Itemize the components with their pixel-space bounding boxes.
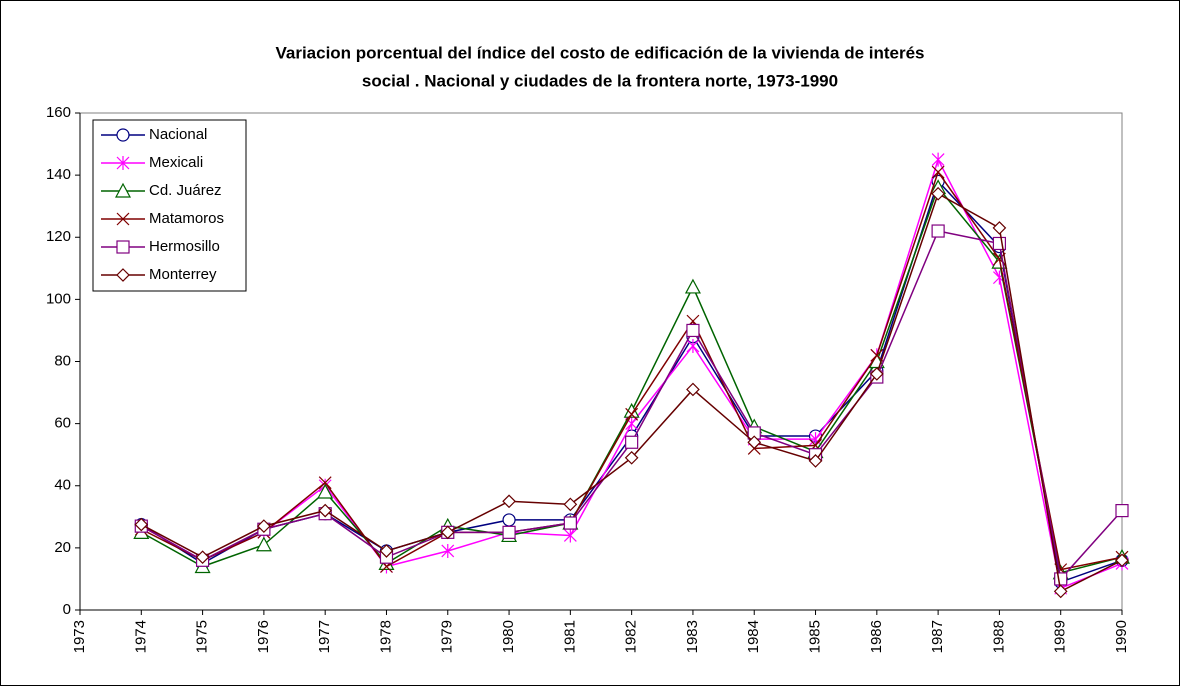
- legend-marker: [116, 128, 130, 142]
- y-tick-label: 60: [54, 415, 71, 432]
- data-point: [625, 435, 639, 449]
- y-tick-label: 100: [46, 290, 71, 307]
- x-tick-label: 1987: [929, 620, 946, 653]
- data-point: [686, 382, 700, 397]
- data-point: [502, 513, 516, 527]
- data-point: [1115, 504, 1129, 518]
- x-tick-label: 1978: [377, 620, 394, 653]
- x-tick-label: 1976: [255, 620, 272, 653]
- data-point: [686, 323, 700, 338]
- data-point: [1053, 584, 1068, 599]
- data-point: [379, 544, 394, 558]
- data-point: [992, 221, 1007, 235]
- data-point: [625, 407, 639, 421]
- y-tick-label: 40: [54, 477, 71, 494]
- legend-box: [92, 119, 247, 292]
- x-tick-label: 1975: [194, 620, 211, 653]
- x-tick-label: 1979: [439, 620, 456, 653]
- data-point: [318, 503, 333, 518]
- x-tick-label: 1980: [500, 620, 517, 653]
- data-point: [318, 476, 332, 490]
- legend-label: Nacional: [149, 126, 207, 143]
- data-point: [624, 450, 639, 465]
- data-point: [255, 536, 272, 552]
- y-tick-label: 140: [46, 166, 71, 183]
- data-point: [931, 152, 945, 167]
- legend-marker: [116, 240, 130, 254]
- chart-title: social . Nacional y ciudades de la front…: [362, 71, 838, 90]
- data-point: [992, 236, 1007, 251]
- x-tick-label: 1990: [1113, 620, 1130, 653]
- data-point: [808, 454, 823, 468]
- data-point: [684, 278, 701, 294]
- y-tick-label: 0: [63, 601, 71, 618]
- y-tick-label: 80: [54, 352, 71, 369]
- data-point: [317, 483, 334, 499]
- legend-label: Matamoros: [149, 210, 224, 227]
- x-tick-label: 1989: [1052, 620, 1069, 653]
- data-point: [686, 338, 700, 353]
- x-tick-label: 1974: [132, 620, 149, 653]
- x-tick-label: 1982: [623, 620, 640, 653]
- data-point: [870, 348, 884, 362]
- legend-label: Mexicali: [149, 154, 203, 171]
- data-point: [502, 494, 516, 509]
- x-tick-label: 1986: [868, 620, 885, 653]
- data-point: [1115, 553, 1129, 568]
- data-point: [563, 497, 578, 512]
- legend-marker: [116, 156, 130, 170]
- data-point: [563, 528, 577, 543]
- data-point: [869, 367, 884, 381]
- data-point: [931, 224, 945, 238]
- data-point: [257, 519, 271, 533]
- data-point: [931, 186, 945, 201]
- legend-marker: [116, 268, 130, 282]
- x-tick-label: 1981: [561, 620, 578, 653]
- legend-label: Monterrey: [149, 266, 217, 283]
- data-point: [195, 550, 210, 565]
- x-tick-label: 1985: [806, 620, 823, 653]
- y-tick-label: 20: [54, 539, 71, 556]
- y-tick-label: 160: [46, 104, 71, 121]
- data-point: [440, 525, 455, 540]
- data-point: [502, 525, 516, 539]
- x-tick-label: 1973: [71, 620, 88, 653]
- x-tick-label: 1977: [316, 620, 333, 653]
- data-point: [441, 543, 455, 558]
- legend-label: Cd. Juárez: [149, 182, 222, 199]
- data-point: [747, 435, 762, 450]
- legend-label: Hermosillo: [149, 238, 220, 255]
- legend-marker: [114, 182, 132, 198]
- x-tick-label: 1988: [990, 620, 1007, 653]
- data-point: [931, 165, 945, 179]
- x-tick-label: 1983: [684, 620, 701, 653]
- data-point: [134, 517, 149, 532]
- y-tick-label: 120: [46, 228, 71, 245]
- x-tick-label: 1984: [745, 620, 762, 653]
- data-point: [563, 516, 577, 530]
- legend-marker: [116, 212, 130, 226]
- data-point: [1054, 572, 1068, 586]
- chart-title: Variacion porcentual del índice del cost…: [275, 43, 924, 62]
